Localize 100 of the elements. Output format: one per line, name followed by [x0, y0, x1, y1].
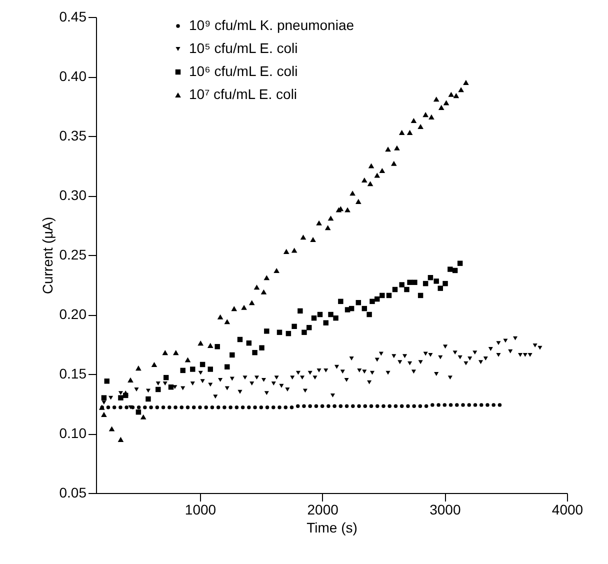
x-axis-title: Time (s)	[306, 520, 358, 536]
point	[184, 357, 191, 362]
point	[407, 280, 412, 285]
point	[302, 330, 307, 335]
point	[418, 292, 424, 298]
point	[101, 395, 107, 400]
x-tick-label: 3000	[430, 502, 461, 518]
y-tick-label: 0.05	[59, 484, 87, 500]
point	[286, 330, 292, 336]
point	[399, 282, 404, 288]
point	[390, 160, 397, 166]
point	[208, 366, 213, 372]
point	[190, 366, 196, 372]
point	[380, 292, 385, 298]
point	[136, 366, 142, 371]
x-tick-label: 2000	[307, 502, 339, 518]
point	[259, 345, 264, 350]
point	[361, 178, 368, 183]
x-tick-label: 4000	[552, 502, 584, 518]
point	[394, 145, 400, 150]
point	[264, 328, 270, 334]
y-tick-label: 0.15	[59, 366, 87, 382]
point	[172, 350, 179, 356]
point	[362, 306, 368, 312]
point	[434, 278, 439, 284]
legend-label: 10⁶ cfu/mL E. coli	[189, 63, 298, 79]
point	[328, 216, 334, 221]
point	[274, 268, 280, 273]
point	[246, 340, 252, 346]
point	[404, 286, 410, 292]
point	[300, 234, 306, 240]
point	[386, 292, 392, 298]
point	[418, 124, 424, 130]
point	[350, 190, 356, 196]
point	[283, 248, 290, 254]
point	[338, 298, 344, 304]
point	[231, 306, 238, 312]
y-tick-label: 0.35	[59, 128, 87, 144]
point	[128, 377, 134, 382]
point	[310, 237, 316, 242]
legend-label: 10⁵ cfu/mL E. coli	[189, 40, 298, 56]
point	[118, 436, 124, 442]
point	[348, 306, 354, 312]
point	[254, 284, 260, 290]
y-tick-label: 0.25	[59, 246, 87, 262]
point	[311, 315, 317, 321]
point	[146, 396, 151, 402]
legend-label: 10⁹ cfu/mL K. pneumoniae	[189, 17, 354, 33]
point	[368, 163, 374, 168]
point	[370, 298, 375, 304]
y-tick-label: 0.45	[59, 8, 87, 24]
point	[198, 340, 204, 346]
x-tick-label: 1000	[184, 502, 216, 518]
y-tick-label: 0.10	[59, 425, 87, 441]
point	[217, 314, 224, 320]
point	[458, 87, 464, 92]
point	[367, 181, 374, 186]
point	[151, 362, 158, 368]
point	[323, 320, 328, 326]
point	[366, 312, 372, 318]
point	[156, 386, 161, 392]
point	[180, 368, 186, 374]
point	[252, 350, 258, 356]
point	[422, 112, 428, 118]
point	[410, 118, 417, 124]
point	[438, 104, 444, 110]
point	[276, 330, 282, 335]
point	[379, 168, 386, 174]
point	[406, 130, 413, 135]
point	[108, 426, 115, 432]
point	[264, 275, 270, 280]
point	[438, 286, 443, 291]
point	[443, 100, 450, 106]
point	[356, 300, 362, 306]
point	[224, 364, 230, 370]
point	[457, 260, 463, 266]
point	[448, 266, 453, 272]
point	[292, 324, 297, 330]
point	[412, 280, 418, 285]
y-tick-label: 0.20	[59, 306, 87, 322]
point	[316, 220, 322, 226]
point	[398, 130, 405, 135]
point	[328, 312, 334, 318]
point	[237, 336, 243, 342]
point	[306, 324, 312, 330]
point	[200, 362, 206, 368]
point	[122, 390, 129, 396]
point	[385, 146, 391, 152]
point	[428, 114, 434, 120]
point	[230, 352, 235, 358]
point	[452, 268, 458, 274]
point	[324, 225, 331, 230]
y-tick-label: 0.30	[59, 187, 87, 203]
point	[374, 172, 380, 178]
point	[463, 80, 469, 85]
point	[104, 378, 110, 384]
point	[241, 304, 247, 310]
point	[442, 280, 448, 286]
y-tick-label: 0.40	[59, 68, 87, 84]
point	[448, 92, 454, 97]
